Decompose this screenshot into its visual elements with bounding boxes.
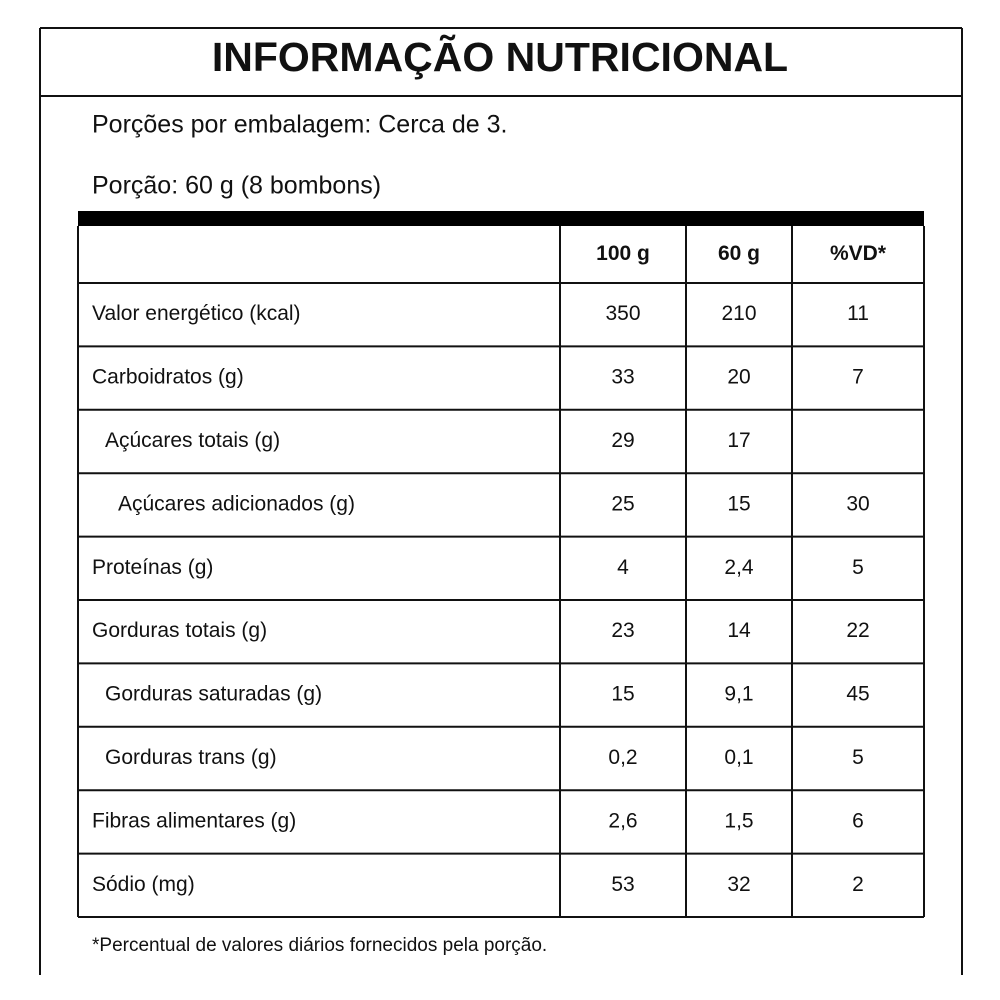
column-header: %VD* <box>830 242 887 265</box>
row-label: Valor energético (kcal) <box>92 302 301 325</box>
cell-value: 30 <box>846 492 869 515</box>
cell-value: 14 <box>727 619 751 642</box>
serving-size: Porção: 60 g (8 bombons) <box>92 172 381 200</box>
cell-value: 11 <box>847 302 869 325</box>
cell-value: 2,4 <box>724 556 754 579</box>
cell-value: 33 <box>611 366 634 389</box>
cell-value: 5 <box>852 746 864 769</box>
row-label: Açúcares adicionados (g) <box>118 492 355 515</box>
thick-bar <box>78 211 924 226</box>
cell-value: 20 <box>727 366 750 389</box>
cell-value: 2 <box>852 873 864 896</box>
footnote: *Percentual de valores diários fornecido… <box>92 935 547 956</box>
cell-value: 15 <box>611 683 634 706</box>
cell-value: 350 <box>605 302 640 325</box>
row-label: Gorduras trans (g) <box>105 746 277 769</box>
cell-value: 25 <box>611 492 634 515</box>
servings-per-package: Porções por embalagem: Cerca de 3. <box>92 111 508 139</box>
row-label: Fibras alimentares (g) <box>92 809 296 832</box>
row-label: Açúcares totais (g) <box>105 429 280 452</box>
cell-value: 1,5 <box>724 809 753 832</box>
cell-value: 2,6 <box>608 809 637 832</box>
cell-value: 32 <box>727 873 750 896</box>
row-label: Sódio (mg) <box>92 873 195 896</box>
cell-value: 9,1 <box>724 683 753 706</box>
cell-value: 29 <box>611 429 634 452</box>
title: INFORMAÇÃO NUTRICIONAL <box>212 34 788 80</box>
cell-value: 0,2 <box>608 746 637 769</box>
cell-value: 45 <box>846 683 869 706</box>
row-label: Gorduras totais (g) <box>92 619 267 642</box>
cell-value: 22 <box>846 619 869 642</box>
cell-value: 53 <box>611 873 634 896</box>
row-label: Gorduras saturadas (g) <box>105 683 322 706</box>
cell-value: 0,1 <box>724 746 753 769</box>
cell-value: 6 <box>852 809 864 832</box>
cell-value: 17 <box>727 429 750 452</box>
cell-value: 5 <box>852 556 864 579</box>
column-header: 60 g <box>718 242 760 265</box>
cell-value: 7 <box>852 366 864 389</box>
cell-value: 23 <box>611 619 634 642</box>
row-label: Carboidratos (g) <box>92 366 244 389</box>
cell-value: 15 <box>727 492 750 515</box>
cell-value: 4 <box>617 556 629 579</box>
cell-value: 210 <box>721 302 756 325</box>
column-header: 100 g <box>596 242 650 265</box>
row-label: Proteínas (g) <box>92 556 213 579</box>
